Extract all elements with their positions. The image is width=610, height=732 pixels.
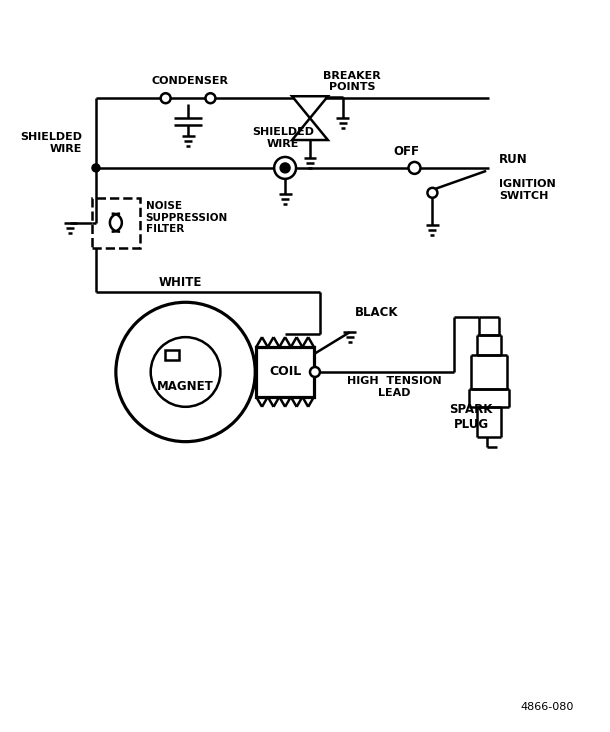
Text: CONDENSER: CONDENSER xyxy=(151,76,229,86)
Circle shape xyxy=(92,164,100,172)
Circle shape xyxy=(274,157,296,179)
Circle shape xyxy=(206,93,215,103)
Circle shape xyxy=(160,93,171,103)
Text: HIGH  TENSION
LEAD: HIGH TENSION LEAD xyxy=(347,376,442,397)
Text: SPARK
PLUG: SPARK PLUG xyxy=(450,403,493,430)
Circle shape xyxy=(151,337,220,407)
Text: NOISE
SUPPRESSION
FILTER: NOISE SUPPRESSION FILTER xyxy=(146,201,228,234)
Text: IGNITION
SWITCH: IGNITION SWITCH xyxy=(499,179,556,201)
Polygon shape xyxy=(292,118,328,140)
Circle shape xyxy=(116,302,255,441)
Circle shape xyxy=(280,163,290,173)
Circle shape xyxy=(428,188,437,198)
Text: 4866-080: 4866-080 xyxy=(520,703,574,712)
Text: SHIELDED
WIRE: SHIELDED WIRE xyxy=(252,127,314,149)
FancyBboxPatch shape xyxy=(165,350,179,359)
FancyBboxPatch shape xyxy=(256,347,314,397)
Text: OFF: OFF xyxy=(393,146,420,159)
Text: WHITE: WHITE xyxy=(159,276,203,289)
Circle shape xyxy=(409,162,420,174)
Text: SHIELDED
WIRE: SHIELDED WIRE xyxy=(20,132,82,154)
Polygon shape xyxy=(292,96,328,118)
Text: MAGNET: MAGNET xyxy=(157,381,214,393)
Circle shape xyxy=(310,367,320,377)
Text: COIL: COIL xyxy=(269,365,301,378)
Text: BLACK: BLACK xyxy=(355,306,398,318)
Text: BREAKER
POINTS: BREAKER POINTS xyxy=(323,70,381,92)
Text: RUN: RUN xyxy=(499,154,528,166)
